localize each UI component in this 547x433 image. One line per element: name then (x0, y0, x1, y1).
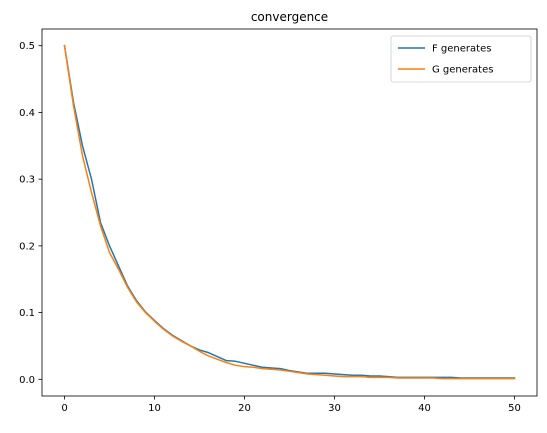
x-tick-label: 0 (61, 403, 67, 414)
y-tick-label: 0.5 (19, 41, 35, 52)
y-tick-label: 0.0 (19, 375, 35, 386)
x-tick-label: 20 (238, 403, 251, 414)
x-tick-label: 40 (418, 403, 431, 414)
legend: F generates G generates (390, 35, 532, 83)
y-tick-label: 0.2 (19, 241, 35, 252)
series-line-g-generates (63, 44, 516, 380)
axes: 0 10 20 30 40 50 0.0 0.1 0.2 0.3 0.4 0.5 (19, 41, 521, 414)
y-tick-label: 0.4 (19, 108, 35, 119)
axes-frame (41, 28, 538, 397)
legend-label-g-generates: G generates (432, 65, 493, 76)
y-tick-label: 0.3 (19, 175, 35, 186)
plot-area (63, 44, 516, 380)
x-tick-label: 10 (148, 403, 161, 414)
chart-title: convergence (251, 10, 328, 24)
y-tick-label: 0.1 (19, 308, 35, 319)
legend-label-f-generates: F generates (432, 44, 491, 55)
legend-box (390, 35, 532, 83)
x-tick-label: 30 (328, 403, 341, 414)
x-tick-label: 50 (508, 403, 521, 414)
